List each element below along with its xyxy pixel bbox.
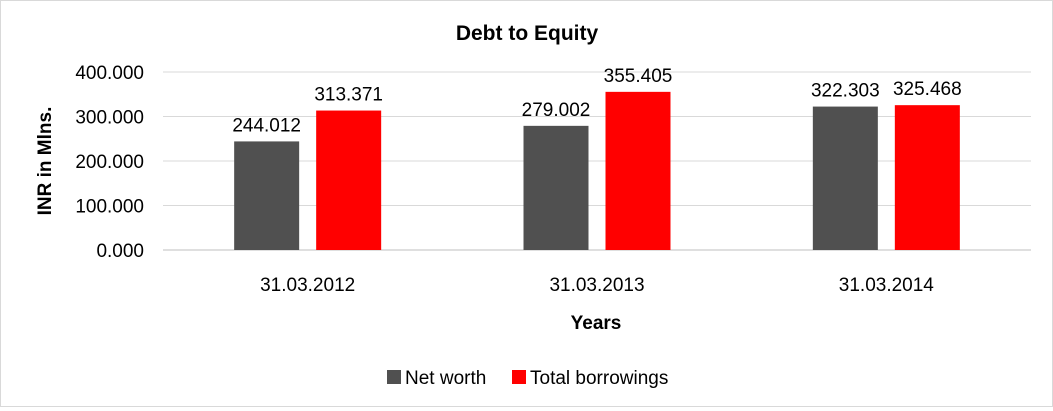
bar xyxy=(605,91,671,250)
data-label: 355.405 xyxy=(604,66,673,87)
data-label: 322.303 xyxy=(811,81,880,102)
legend-swatch xyxy=(387,370,401,384)
data-label: 325.468 xyxy=(893,79,962,100)
data-labels: 244.012 313.371 279.002 355.405 322.303 325.4… xyxy=(232,66,961,137)
y-tick-labels: 0.000 100.000 200.000 300.000 400.000 xyxy=(75,63,144,262)
data-label: 313.371 xyxy=(314,85,383,106)
data-label: 279.002 xyxy=(522,100,591,121)
x-tick-label: 31.03.2013 xyxy=(549,275,644,296)
y-tick-label: 0.000 xyxy=(96,241,144,262)
bar xyxy=(234,141,300,250)
x-tick-labels: 31.03.2012 31.03.2013 31.03.2014 xyxy=(260,275,934,296)
y-axis-label: INR in Mlns. xyxy=(35,107,56,216)
bar xyxy=(316,110,382,251)
legend-label: Total borrowings xyxy=(530,368,668,389)
y-tick-label: 400.000 xyxy=(75,63,144,84)
y-tick-label: 200.000 xyxy=(75,152,144,173)
bar xyxy=(894,105,960,250)
x-tick-label: 31.03.2012 xyxy=(260,275,355,296)
legend: Net worth Total borrowings xyxy=(387,368,668,389)
gridlines xyxy=(163,71,1031,251)
bar xyxy=(523,125,589,250)
bar xyxy=(812,106,878,250)
x-axis-label: Years xyxy=(571,313,622,334)
data-label: 244.012 xyxy=(232,115,301,136)
chart-title: Debt to Equity xyxy=(456,22,599,45)
legend-item: Total borrowings xyxy=(512,368,668,389)
legend-item: Net worth xyxy=(387,368,486,389)
legend-swatch xyxy=(512,370,526,384)
legend-label: Net worth xyxy=(405,368,486,389)
y-tick-label: 100.000 xyxy=(75,197,144,218)
y-tick-label: 300.000 xyxy=(75,108,144,129)
x-tick-label: 31.03.2014 xyxy=(839,275,935,296)
bars xyxy=(234,91,960,251)
